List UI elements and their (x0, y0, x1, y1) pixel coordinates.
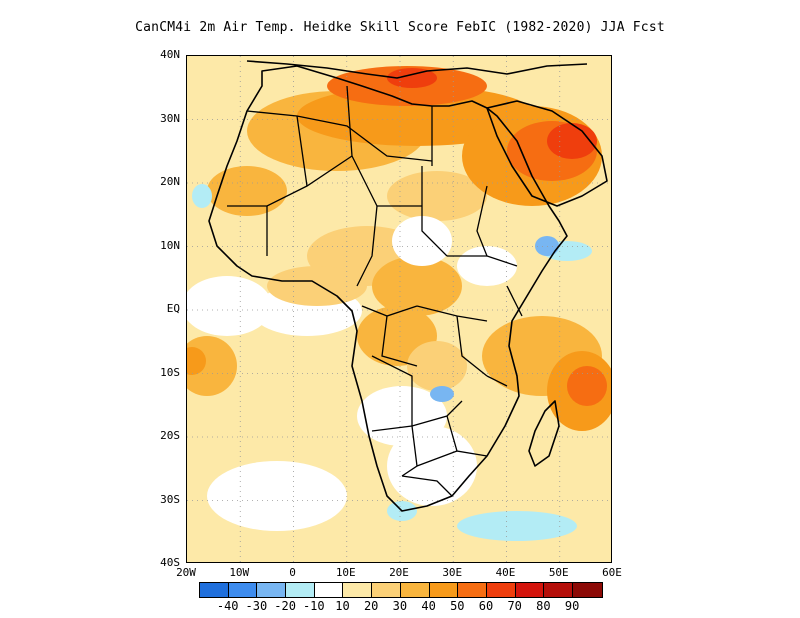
chart-title: CanCM4i 2m Air Temp. Heidke Skill Score … (135, 20, 665, 35)
colorbar-label: 20 (363, 599, 379, 613)
colorbar-label: -40 (216, 599, 239, 613)
y-tick-label: 20S (160, 429, 180, 442)
colorbar-swatch (400, 583, 430, 597)
y-tick-label: 10N (160, 238, 180, 252)
colorbar-swatch (257, 583, 287, 597)
map-canvas (187, 56, 611, 562)
x-tick-label: 60E (602, 566, 622, 579)
skill-score-map (186, 55, 612, 563)
colorbar-swatch (286, 583, 315, 597)
colorbar-swatch (429, 583, 459, 597)
colorbar-swatch (458, 583, 487, 597)
colorbar-swatch (515, 583, 545, 597)
y-tick-label: 20N (160, 175, 180, 188)
x-tick-label: 30E (442, 566, 463, 579)
colorbar-label: 30 (392, 599, 408, 613)
colorbar-swatch (343, 583, 373, 597)
country-borders (227, 85, 523, 497)
x-tick-label: 10W (229, 566, 250, 579)
colorbar-label: 70 (507, 599, 522, 613)
colorbar-swatch (228, 583, 258, 597)
x-tick-label: 40E (495, 566, 516, 579)
colorbar-swatch (372, 583, 401, 597)
map-grid (187, 56, 611, 562)
skill-shading (187, 56, 611, 562)
colorbar-swatch (314, 583, 344, 597)
colorbar (199, 582, 603, 598)
y-tick-label: 40N (160, 48, 180, 61)
y-tick-label: 30S (160, 492, 180, 506)
y-tick-label: 30N (160, 111, 180, 125)
x-tick-label: 10E (335, 566, 356, 579)
colorbar-label: 10 (335, 599, 350, 613)
colorbar-label: 40 (421, 599, 436, 613)
x-tick-label: 20E (389, 566, 409, 579)
colorbar-swatch (200, 583, 229, 597)
colorbar-label: -10 (302, 599, 325, 613)
x-tick-label: 50E (548, 566, 569, 579)
x-tick-label: 20W (176, 566, 196, 579)
colorbar-label: -20 (274, 599, 296, 613)
x-tick-label: 0 (289, 566, 296, 579)
y-tick-label: 10S (160, 365, 180, 379)
colorbar-swatch (572, 583, 602, 597)
colorbar-label: -30 (245, 599, 268, 613)
colorbar-label: 50 (450, 599, 465, 613)
y-tick-label: EQ (166, 302, 180, 315)
colorbar-swatch (544, 583, 573, 597)
colorbar-label: 80 (536, 599, 551, 613)
colorbar-label: 90 (564, 599, 580, 613)
y-tick-label: 40S (160, 556, 180, 569)
colorbar-label: 60 (478, 599, 494, 613)
colorbar-swatch (486, 583, 516, 597)
